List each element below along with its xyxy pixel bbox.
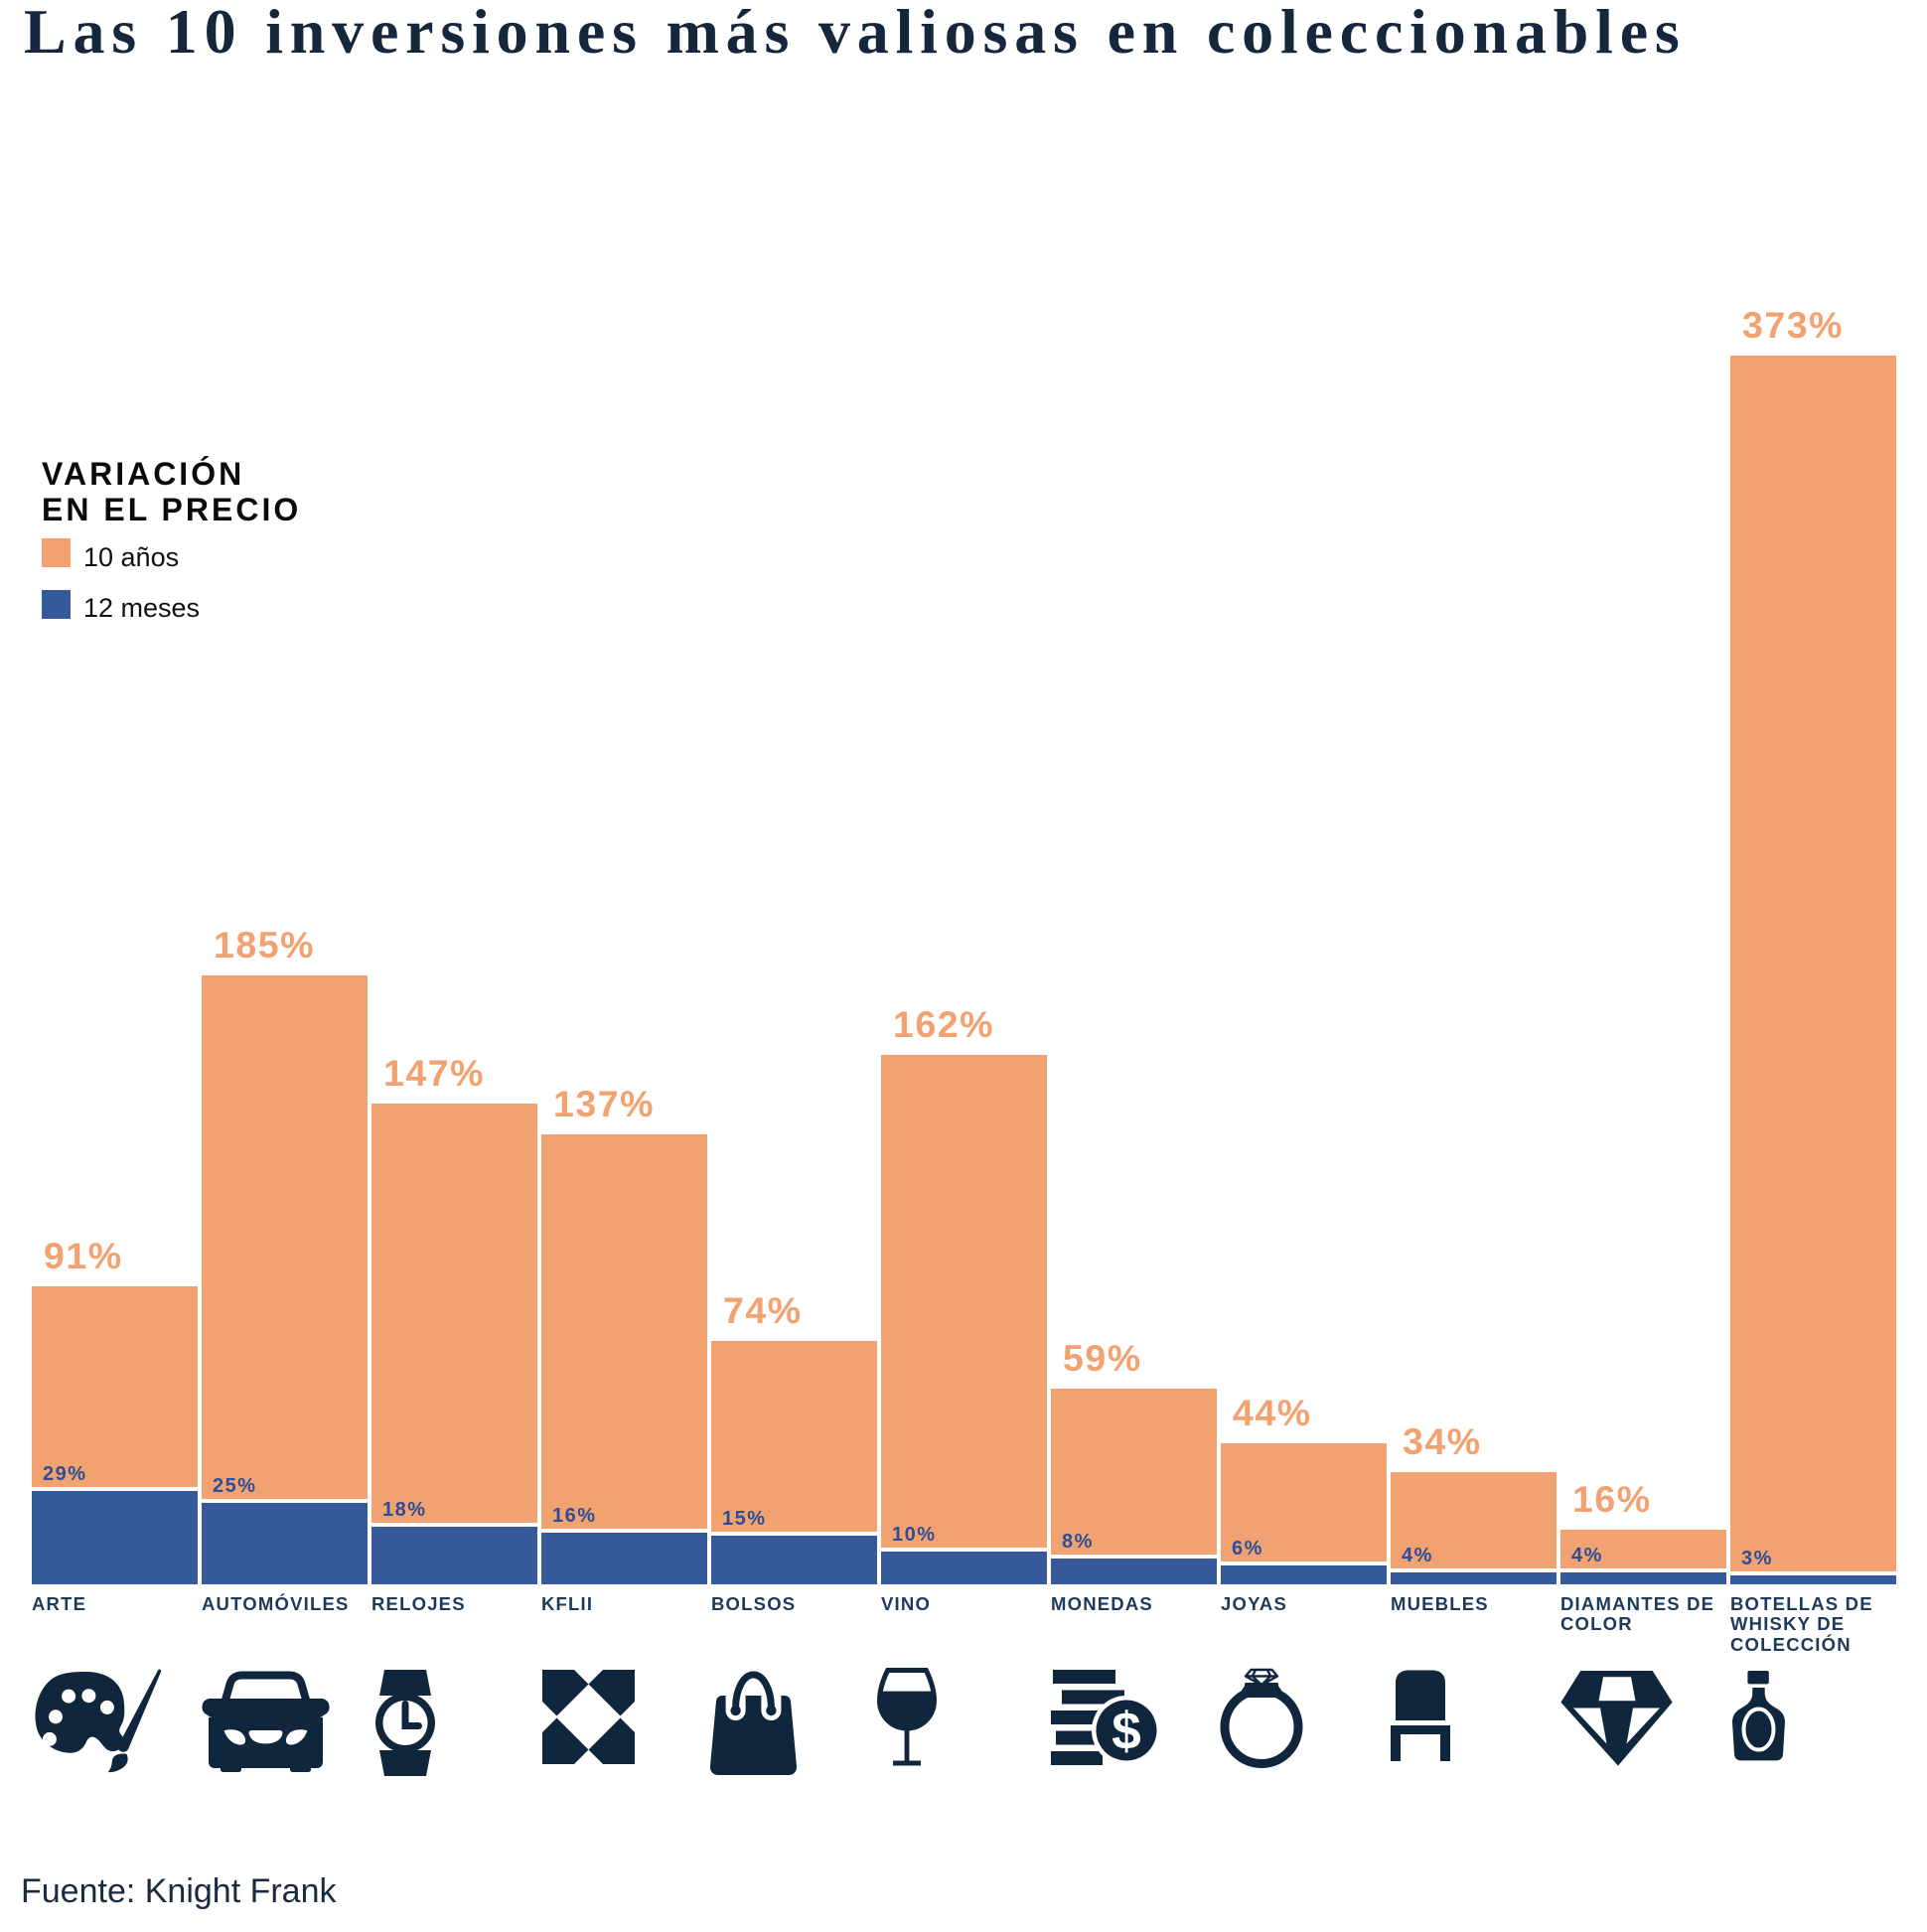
svg-text:$: $ (1112, 1703, 1140, 1761)
